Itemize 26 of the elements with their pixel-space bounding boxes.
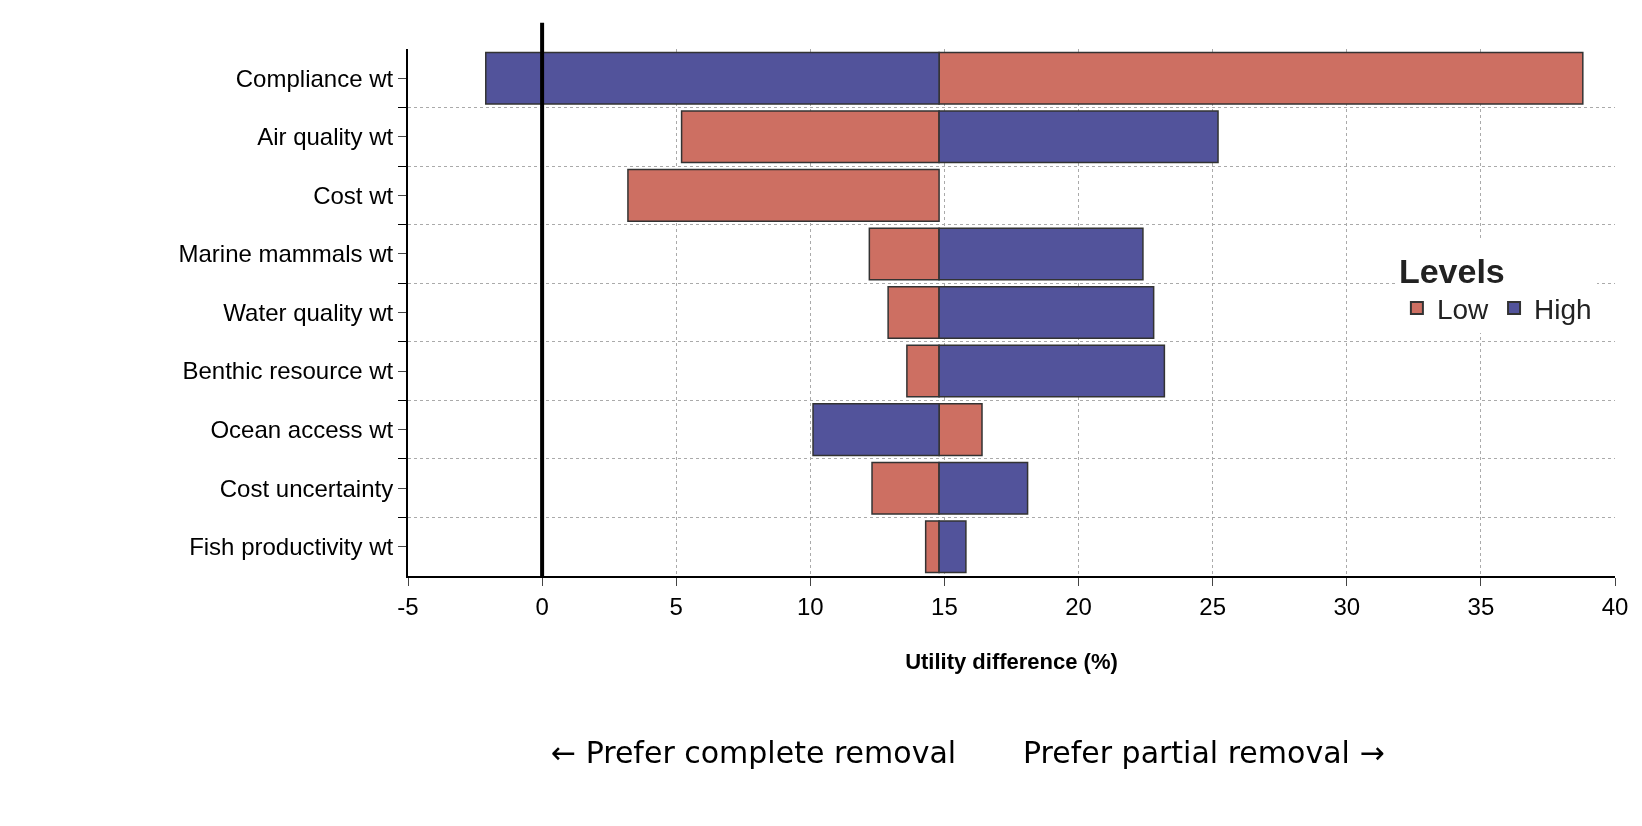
- x-tick-label: 10: [796, 592, 824, 620]
- text: ← Prefer complete removal: [551, 735, 957, 770]
- y-tick-label: Ocean access wt: [210, 416, 394, 444]
- x-tick-label: 20: [1065, 592, 1092, 620]
- x-tick-label: 5: [669, 592, 683, 620]
- x-tick-label: 35: [1467, 592, 1495, 620]
- x-tick-label: 40: [1601, 592, 1629, 620]
- x-tick-label: 15: [931, 592, 958, 620]
- y-tick-label: Benthic resource wt: [182, 357, 394, 385]
- x-axis-title: Utility difference (%): [905, 649, 1118, 675]
- text: Prefer partial removal →: [1023, 735, 1385, 770]
- y-tick-label: Cost wt: [313, 181, 394, 209]
- y-tick-label: Marine mammals wt: [178, 240, 394, 268]
- legend-label: High: [1534, 293, 1592, 325]
- y-tick-label: Air quality wt: [257, 123, 394, 151]
- y-tick-label: Fish productivity wt: [189, 533, 394, 561]
- legend-label: Low: [1436, 293, 1490, 325]
- y-tick-label: Water quality wt: [223, 298, 394, 326]
- y-tick-label: Compliance wt: [235, 64, 394, 92]
- x-tick-label: -5: [397, 592, 419, 620]
- bar: [627, 168, 940, 222]
- x-tick-label: 25: [1199, 592, 1227, 620]
- y-tick-label: Cost uncertainty: [219, 474, 394, 502]
- x-tick-label: 30: [1333, 592, 1361, 620]
- x-tick-label: 0: [535, 592, 549, 620]
- legend-title: Levels: [1398, 252, 1505, 291]
